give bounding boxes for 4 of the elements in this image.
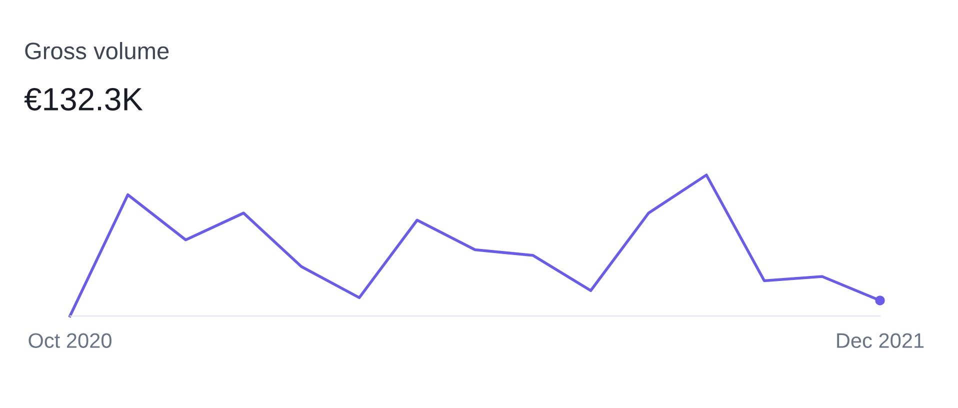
x-tick-label: Dec 2021	[837, 333, 924, 348]
chart-title: Gross volume	[25, 42, 169, 60]
chart-subtitle: €132.3K	[24, 88, 143, 111]
x-tick-label: Oct 2020	[28, 333, 112, 348]
